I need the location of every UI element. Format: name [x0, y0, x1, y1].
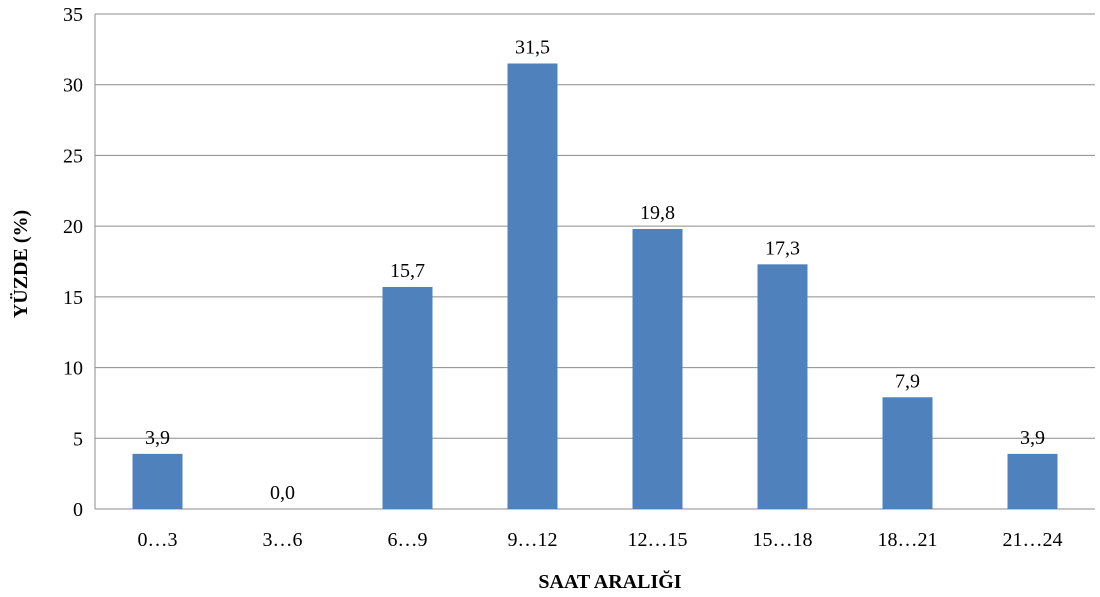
- y-axis-title: YÜZDE (%): [9, 210, 32, 318]
- x-tick-label: 12…15: [628, 529, 688, 551]
- y-tick-label: 20: [63, 216, 83, 238]
- data-label: 3,9: [1020, 427, 1045, 449]
- y-tick-label: 35: [63, 4, 83, 26]
- x-tick-label: 9…12: [508, 529, 558, 551]
- y-tick-label: 10: [63, 358, 83, 380]
- data-label: 3,9: [145, 427, 170, 449]
- data-label: 19,8: [640, 202, 675, 224]
- bar-21…24: [1007, 453, 1058, 509]
- data-label: 0,0: [270, 482, 295, 504]
- bar-6…9: [382, 286, 433, 509]
- y-tick-label: 25: [63, 145, 83, 167]
- data-label: 15,7: [390, 260, 425, 282]
- y-tick-label: 0: [73, 499, 83, 521]
- x-axis-ticks: 0…3 3…6 6…9 9…12 12…15 15…18 18…21 21…24: [138, 529, 1063, 551]
- x-tick-label: 15…18: [753, 529, 813, 551]
- y-tick-label: 30: [63, 75, 83, 97]
- data-label: 31,5: [515, 37, 550, 59]
- x-tick-label: 0…3: [138, 529, 178, 551]
- bar-15…18: [757, 264, 808, 509]
- x-tick-label: 3…6: [263, 529, 303, 551]
- y-axis-ticks: 0 5 10 15 20 25 30 35: [63, 4, 83, 521]
- data-label: 7,9: [895, 370, 920, 392]
- y-tick-label: 5: [73, 428, 83, 450]
- data-labels: 3,9 0,0 15,7 31,5 19,8 17,3 7,9 3,9: [145, 37, 1045, 505]
- x-tick-label: 6…9: [388, 529, 428, 551]
- y-tick-label: 15: [63, 287, 83, 309]
- x-axis-title: SAAT ARALIĞI: [538, 569, 681, 593]
- bar-12…15: [632, 228, 683, 509]
- bars: [132, 63, 1058, 509]
- bar-9…12: [507, 63, 558, 509]
- x-tick-label: 21…24: [1003, 529, 1063, 551]
- bar-0…3: [132, 453, 183, 509]
- x-tick-label: 18…21: [878, 529, 938, 551]
- bar-18…21: [882, 397, 933, 509]
- gridlines: [94, 13, 1095, 510]
- data-label: 17,3: [765, 237, 800, 259]
